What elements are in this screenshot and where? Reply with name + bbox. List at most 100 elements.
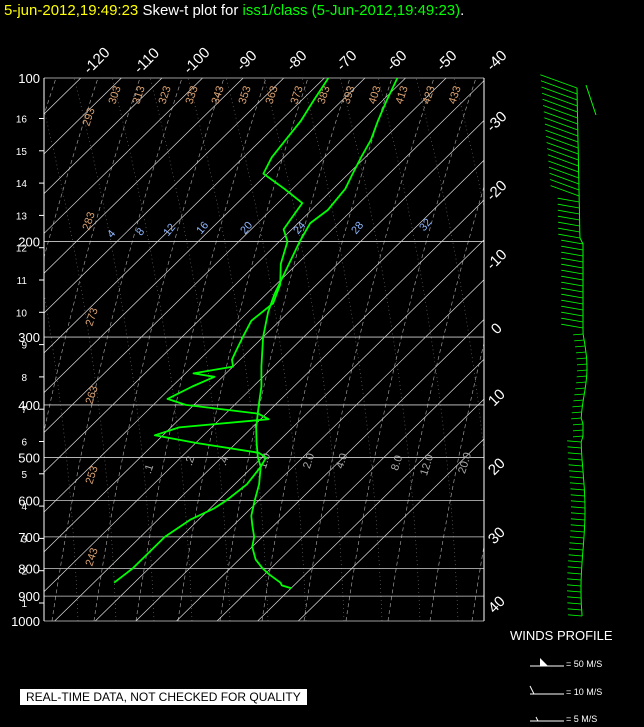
height-tick-label: 11 [17, 276, 28, 287]
dry-adiabat-curve [177, 78, 309, 621]
dry-adiabat-label: 253 [84, 464, 101, 485]
isotherm-line [44, 78, 244, 274]
wind-barb [576, 363, 587, 366]
dry-adiabat-label: 273 [84, 306, 101, 327]
wind-barb [567, 452, 582, 455]
header-title-prefix: Skew-t plot for [142, 2, 239, 19]
header-timestamp: 5-jun-2012,19:49:23 [4, 2, 139, 19]
height-tick-label: 10 [16, 308, 28, 319]
top-temperature-label: -110 [131, 45, 163, 77]
wind-barb [549, 179, 580, 191]
wind-barb [561, 239, 584, 245]
wind-barb [567, 602, 582, 605]
wind-barb [557, 197, 580, 203]
wind-barb [549, 172, 580, 185]
right-temperature-label: 20 [485, 455, 509, 479]
wind-barb [561, 317, 584, 323]
wind-barb [541, 92, 578, 107]
wind-barb [557, 209, 580, 215]
wind-legend-50: = 50 M/S [566, 659, 603, 669]
wind-barb [576, 375, 587, 378]
winds-profile-label: WINDS PROFILE [510, 628, 613, 643]
top-temperature-label: -60 [383, 47, 410, 74]
wind-barb [546, 142, 579, 155]
wind-barb [544, 117, 578, 131]
moist-adiabat-label: 16 [194, 220, 211, 237]
wind-barb [547, 148, 579, 161]
chart-header: 5-jun-2012,19:49:23 Skew-t plot for iss1… [4, 2, 464, 19]
pressure-tick-label: 700 [18, 530, 40, 545]
isotherm-line [44, 78, 406, 433]
wind-barb [568, 548, 584, 551]
wind-profile [529, 74, 597, 722]
wind-barb [572, 429, 584, 432]
dry-adiabat-curve [93, 78, 225, 621]
top-temperature-label: -40 [483, 47, 510, 74]
top-temperature-label: -90 [233, 47, 260, 74]
wind-legend-flag [540, 658, 548, 666]
dry-adiabat-curve [514, 78, 644, 621]
wind-barb [561, 251, 584, 257]
wind-barb [570, 524, 585, 527]
isotherm-line [44, 78, 366, 394]
height-tick-label: 13 [16, 211, 28, 222]
isotherm-line [54, 199, 484, 621]
adiabat-labels: 243 253 263 273 283 293 303 313 323 333 343 353 363 3… [81, 84, 475, 567]
wind-barb [561, 287, 584, 293]
wind-barb [568, 554, 583, 557]
moist-adiabat-curve [377, 78, 459, 621]
moist-adiabat-curve [339, 78, 421, 621]
pressure-tick-label: 100 [18, 71, 40, 86]
wind-barb [558, 221, 580, 227]
mixing-ratio-label: 20.0 [456, 451, 474, 475]
pressure-tick-label: 800 [18, 561, 40, 576]
pressure-tick-label: 1000 [11, 614, 40, 629]
top-temperature-label: -70 [333, 47, 360, 74]
dry-adiabat-curve [44, 78, 141, 434]
wind-barb [569, 482, 585, 485]
top-temperature-label: -50 [433, 47, 460, 74]
moist-adiabat-curve [263, 78, 345, 621]
wind-barb [545, 129, 579, 143]
wind-barb [561, 293, 584, 299]
wind-barb [568, 614, 583, 617]
pressure-tick-label: 300 [18, 330, 40, 345]
wind-barb [568, 560, 583, 563]
moist-adiabat-curve [111, 78, 193, 621]
wind-legend-5: = 5 M/S [566, 714, 598, 724]
moist-adiabat-curve [225, 78, 307, 621]
dry-adiabat-curve [44, 78, 99, 259]
moist-adiabat-curve [453, 78, 484, 210]
header-title-end: . [460, 2, 465, 19]
wind-barb [561, 299, 584, 305]
height-tick-label: 16 [16, 115, 28, 126]
wind-barb [570, 500, 585, 503]
height-tick-label: 1 [21, 599, 27, 610]
dry-adiabat-label: 333 [184, 84, 201, 105]
wind-barb [576, 369, 588, 372]
dry-adiabat-label: 353 [237, 84, 254, 105]
isotherm-line [44, 80, 484, 513]
right-temperature-label: -20 [483, 177, 510, 204]
dry-adiabat-curve [135, 78, 267, 621]
right-temperature-label: 40 [485, 593, 509, 617]
pressure-tick-label: 200 [18, 234, 40, 249]
wind-barb [570, 494, 585, 497]
isotherm-line [44, 78, 203, 234]
dry-adiabat-label: 313 [131, 84, 148, 105]
wind-barb [545, 135, 579, 149]
dry-adiabat-label: 393 [341, 84, 358, 105]
dry-adiabat-curve [429, 341, 484, 621]
dry-adiabat-curve [303, 78, 435, 621]
mixing-ratio-label: .4 [217, 455, 231, 467]
wind-barb [570, 506, 586, 509]
wind-barb [567, 572, 582, 575]
dry-adiabat-label: 433 [447, 84, 464, 105]
mixing-ratio-label: 8.0 [389, 454, 405, 472]
wind-barb [557, 203, 580, 209]
dry-adiabat-label: 343 [210, 84, 227, 105]
wind-barb [567, 608, 582, 611]
dry-adiabat-curve [261, 78, 393, 621]
height-tick-label: 3 [21, 534, 27, 545]
